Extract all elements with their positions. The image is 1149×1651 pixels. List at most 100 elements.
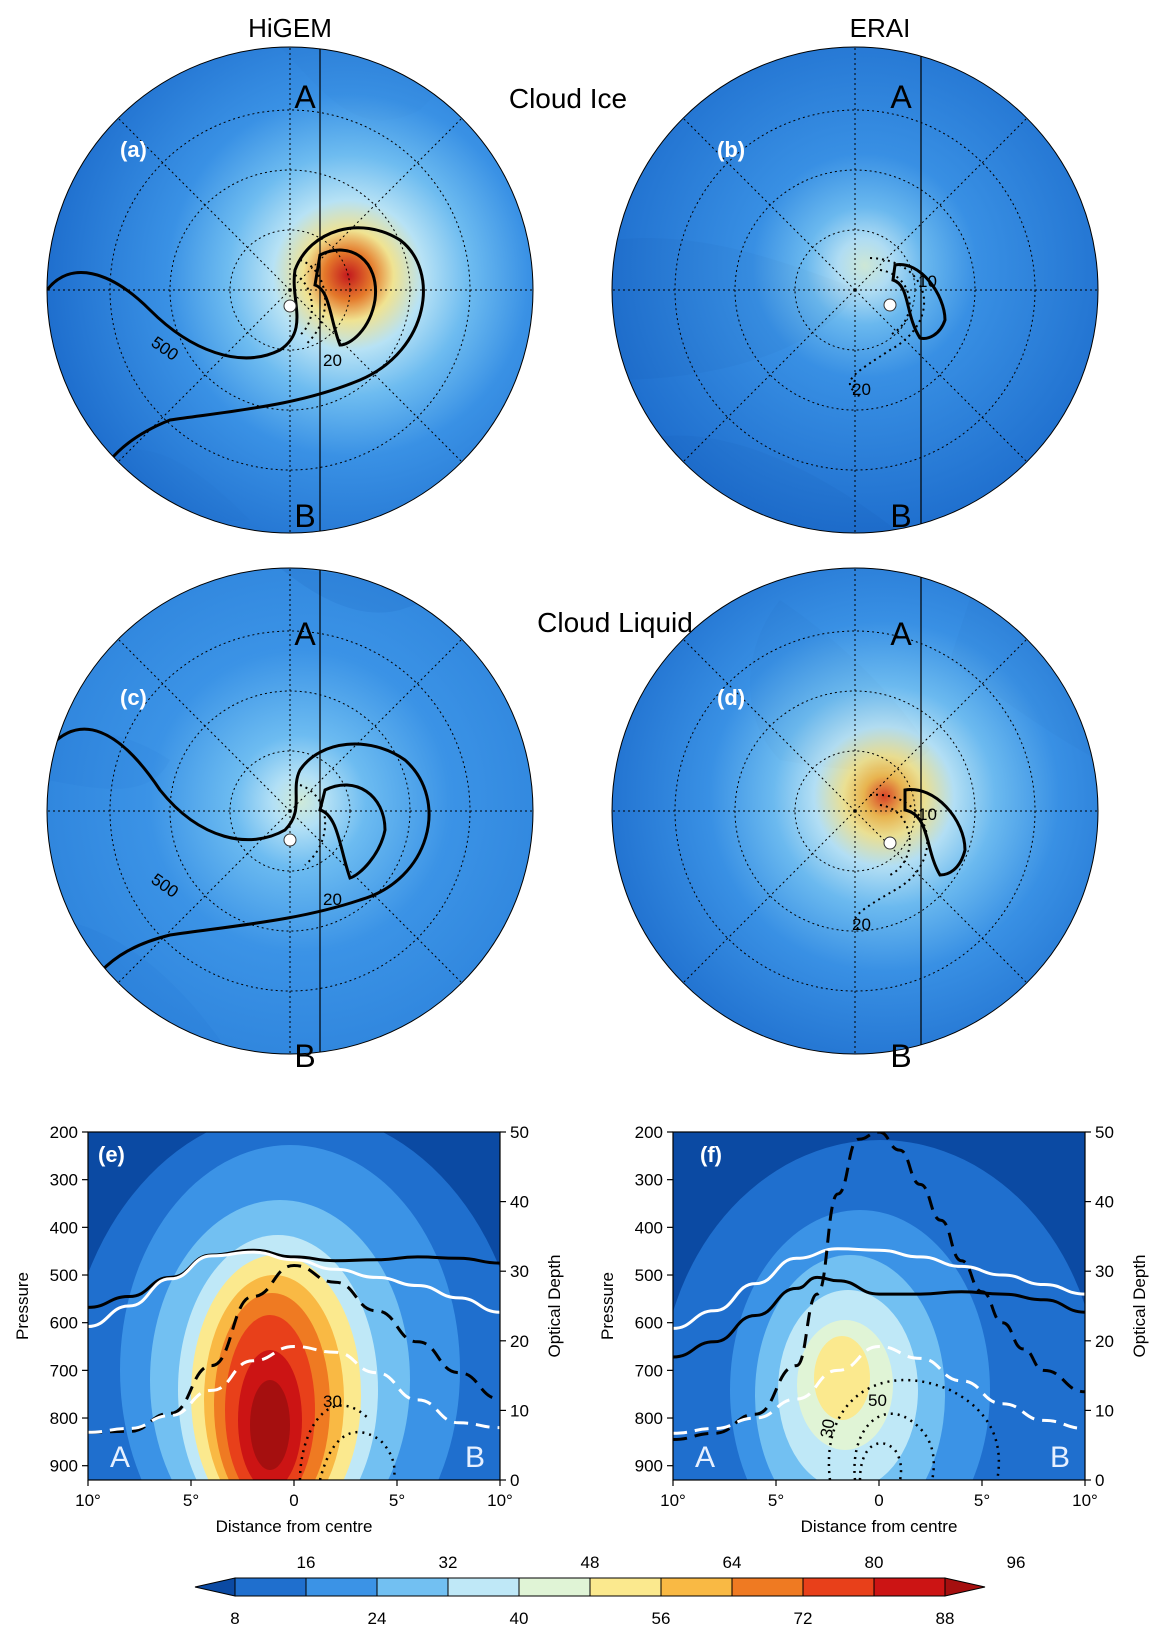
y-tick-label: 300 — [50, 1171, 78, 1190]
colorbar-high-arrow — [944, 1577, 986, 1597]
colorbar-label: 48 — [581, 1553, 600, 1572]
cyclone-centre — [283, 833, 297, 847]
y-tick-label: 200 — [50, 1123, 78, 1142]
corner-label-b: B — [465, 1441, 485, 1474]
colorbar-swatch — [731, 1577, 804, 1597]
y-tick-label: 800 — [635, 1409, 663, 1428]
panel-label-c: (c) — [120, 685, 147, 710]
closed-contour — [903, 788, 967, 877]
x-tick-label: 10° — [1072, 1491, 1098, 1510]
contour-label-a-20: 20 — [323, 351, 342, 370]
contour-label-c-20: 20 — [323, 890, 342, 909]
contour-label-e-30: 30 — [323, 1392, 342, 1411]
y-tick-label: 400 — [50, 1218, 78, 1237]
x-tick-label: 10° — [660, 1491, 686, 1510]
panel-label-d: (d) — [717, 685, 745, 710]
corner-label-b: B — [1050, 1441, 1070, 1474]
heading-higem: HiGEM — [248, 13, 332, 43]
x-axis-label: Distance from centre — [801, 1517, 958, 1536]
marker-d-bottom: B — [890, 1038, 911, 1074]
contour-label-f-30: 30 — [817, 1418, 839, 1440]
colorbar-swatch — [660, 1577, 733, 1597]
y2-tick-label: 50 — [1095, 1123, 1114, 1142]
corner-label-a: A — [695, 1441, 715, 1474]
profile-line-solid-white — [673, 1247, 1085, 1330]
x-tick-label: 10° — [487, 1491, 513, 1510]
colorbar-label: 96 — [1007, 1553, 1026, 1572]
panel-label-e: (e) — [98, 1142, 125, 1167]
closed-contour — [318, 783, 387, 880]
profile-line-solid-black — [88, 1248, 500, 1309]
axes: 10° 5° 0 5° 10° 200 300 400 500 600 700 800 900 0 10 20… — [598, 1123, 1149, 1536]
lat-lon-grid — [47, 47, 533, 533]
lat-lon-grid — [47, 568, 533, 1054]
y-tick-label: 300 — [635, 1171, 663, 1190]
profile-line-dashed-black — [88, 1263, 500, 1434]
x-tick-label: 5° — [768, 1491, 784, 1510]
colorbar-swatch — [447, 1577, 520, 1597]
y2-axis-label: Optical Depth — [545, 1255, 564, 1358]
colorbar-swatch — [873, 1577, 946, 1597]
colorbar: 8 24 40 56 72 88 16 32 48 64 80 96 — [194, 1553, 1026, 1628]
colorbar-label: 56 — [652, 1609, 671, 1628]
y2-tick-label: 10 — [1095, 1401, 1114, 1420]
y-tick-label: 500 — [50, 1266, 78, 1285]
y-tick-label: 600 — [635, 1314, 663, 1333]
y2-tick-label: 30 — [510, 1262, 529, 1281]
marker-d-top: A — [890, 616, 912, 652]
marker-c-bottom: B — [294, 1038, 315, 1074]
contour-500 — [47, 226, 425, 533]
y2-tick-label: 0 — [1095, 1471, 1104, 1490]
y2-tick-label: 0 — [510, 1471, 519, 1490]
contour-label-d-20: 20 — [852, 915, 871, 934]
contour-label-f-50: 50 — [868, 1391, 887, 1410]
closed-contour — [891, 263, 947, 340]
x-tick-label: 0 — [874, 1491, 883, 1510]
heading-cloud-ice: Cloud Ice — [509, 83, 627, 114]
colorbar-label: 32 — [439, 1553, 458, 1572]
heading-erai: ERAI — [850, 13, 911, 43]
x-tick-label: 5° — [389, 1491, 405, 1510]
axes: 10° 5° 0 5° 10° 200 300 400 500 600 700 800 900 0 10 20… — [13, 1123, 564, 1536]
colorbar-swatch — [305, 1577, 378, 1597]
y-tick-label: 900 — [50, 1457, 78, 1476]
contour-label-b-20: 20 — [852, 380, 871, 399]
y2-tick-label: 10 — [510, 1401, 529, 1420]
lat-lon-grid — [612, 47, 1098, 533]
y-tick-label: 600 — [50, 1314, 78, 1333]
colorbar-label: 80 — [865, 1553, 884, 1572]
dotted-contours — [299, 784, 327, 866]
cross-section-f: 10° 5° 0 5° 10° 200 300 400 500 600 700 800 900 0 10 20… — [598, 1123, 1149, 1536]
profile-lines — [673, 1132, 1085, 1441]
x-tick-label: 5° — [974, 1491, 990, 1510]
colorbar-label: 72 — [794, 1609, 813, 1628]
heading-cloud-liquid: Cloud Liquid — [537, 607, 693, 638]
x-tick-label: 0 — [289, 1491, 298, 1510]
y-axis-label: Pressure — [598, 1272, 617, 1340]
closed-contour — [313, 248, 378, 347]
polar-panel-a: (a) A B 500 20 — [46, 46, 534, 534]
y-tick-label: 800 — [50, 1409, 78, 1428]
colorbar-swatch — [802, 1577, 875, 1597]
colorbar-label: 16 — [297, 1553, 316, 1572]
cyclone-centre — [883, 836, 897, 850]
contour-500 — [47, 727, 431, 1054]
corner-label-a: A — [110, 1441, 130, 1474]
y-tick-label: 700 — [635, 1361, 663, 1380]
x-axis-label: Distance from centre — [216, 1517, 373, 1536]
panel-label-a: (a) — [120, 137, 147, 162]
colorbar-swatch — [376, 1577, 449, 1597]
x-tick-label: 10° — [75, 1491, 101, 1510]
profile-line-solid-black — [673, 1275, 1085, 1359]
cyclone-centre — [283, 299, 297, 313]
x-tick-label: 5° — [183, 1491, 199, 1510]
marker-b-bottom: B — [890, 498, 911, 534]
colorbar-swatch — [589, 1577, 662, 1597]
panel-label-b: (b) — [717, 137, 745, 162]
marker-c-top: A — [294, 616, 316, 652]
y2-tick-label: 50 — [510, 1123, 529, 1142]
y2-tick-label: 20 — [1095, 1332, 1114, 1351]
dotted-contours — [827, 1378, 1001, 1480]
profile-lines — [88, 1248, 500, 1434]
